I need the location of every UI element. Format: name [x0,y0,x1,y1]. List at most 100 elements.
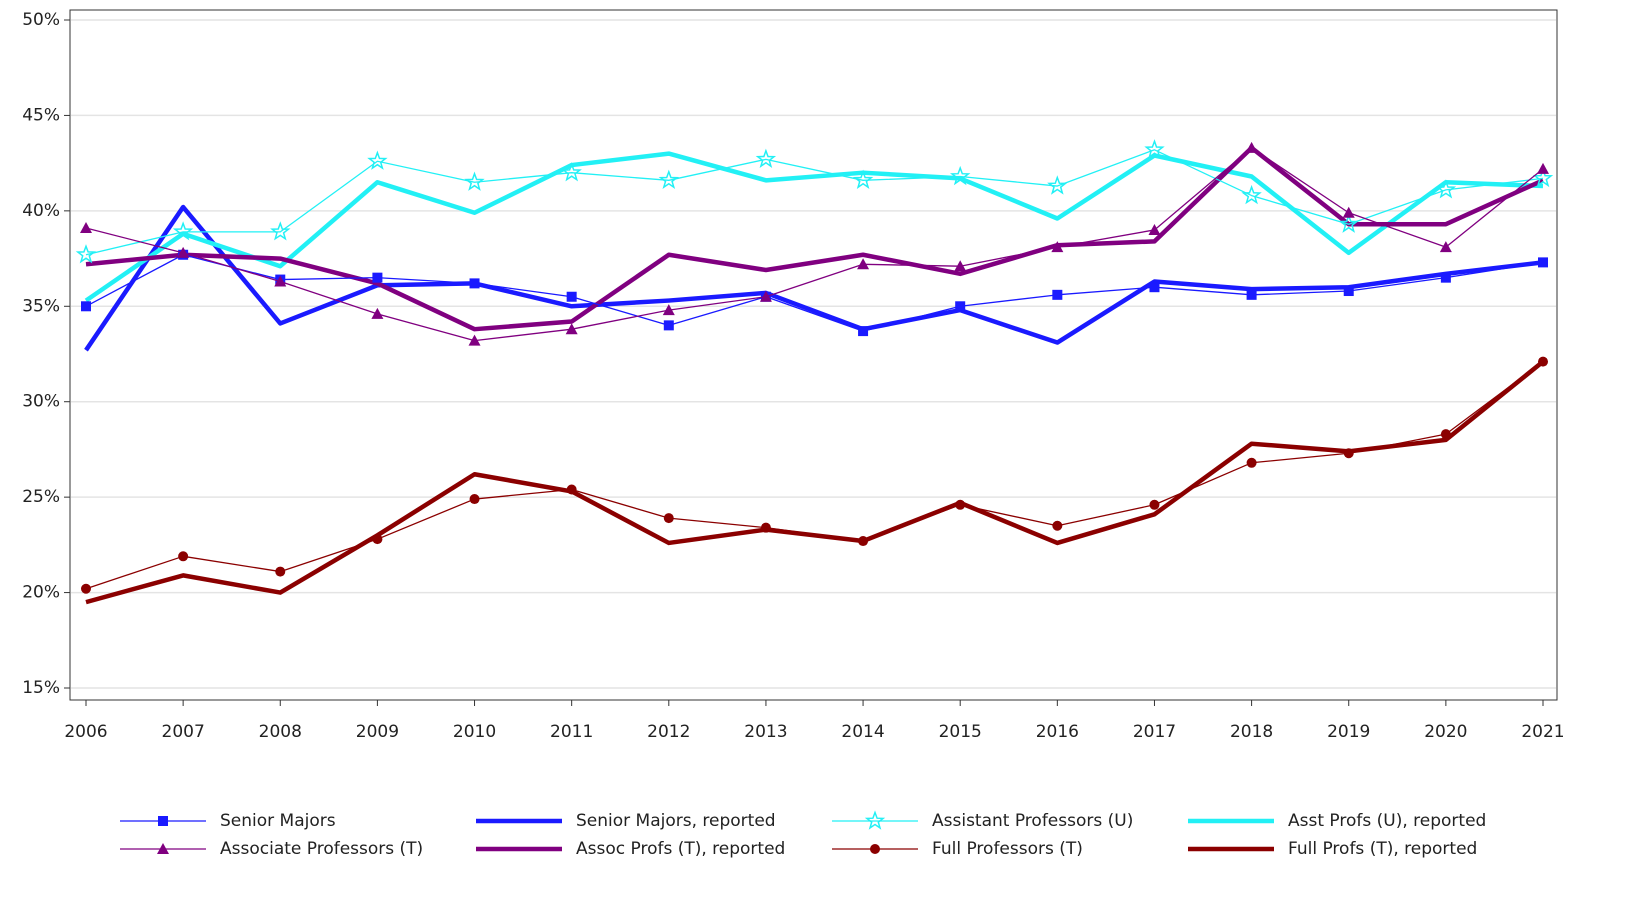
legend-label: Full Profs (T), reported [1288,839,1477,859]
legend-label: Senior Majors [220,811,336,831]
marker-star [172,221,194,241]
plot-frame [69,9,1558,701]
x-tick-label: 2020 [1424,722,1467,742]
marker-circle [372,534,383,545]
marker-star [1532,167,1554,188]
marker-triangle [468,334,481,346]
x-tick-label: 2021 [1521,722,1564,742]
legend-label: Asst Profs (U), reported [1288,811,1486,831]
series-line [85,361,1544,590]
x-tick-label: 2007 [162,722,205,742]
x-tick-label: 2019 [1327,722,1370,742]
marker-triangle [565,323,578,335]
marker-square [372,272,383,283]
series-line [85,254,1544,332]
x-tick-label: 2006 [64,722,107,742]
x-tick-label: 2017 [1133,722,1176,742]
marker-star [658,169,680,189]
marker-circle [760,522,771,533]
marker-circle [566,484,577,495]
marker-circle [275,566,286,577]
marker-square [955,301,966,312]
series-line [85,147,1544,342]
marker-square [1149,282,1160,293]
marker-triangle [1537,162,1549,174]
marker-star [270,221,291,241]
legend-label: Full Professors (T) [932,839,1083,859]
marker-circle [469,494,480,505]
marker-triangle [759,290,772,302]
marker-circle [1149,499,1160,510]
marker-circle [1440,429,1451,440]
marker-circle [178,551,189,562]
series-line-reported [84,204,1544,352]
y-tick-label: 25% [22,487,60,507]
series-line-reported [84,151,1544,303]
marker-square [1343,286,1354,297]
marker-triangle [1342,206,1355,218]
marker-circle [663,513,674,524]
x-tick-label: 2018 [1230,722,1273,742]
marker-star [864,810,886,830]
marker-square [1246,289,1257,300]
marker-star [75,244,97,264]
x-tick-label: 2008 [259,722,302,742]
y-tick-label: 30% [22,392,60,412]
x-tick-label: 2010 [453,722,496,742]
marker-triangle [1051,241,1064,253]
marker-triangle [954,260,967,272]
y-tick-label: 35% [22,296,60,316]
marker-triangle [371,307,384,319]
series-line-reported [85,145,1544,332]
marker-square [158,816,168,826]
marker-triangle [274,275,287,287]
marker-square [566,291,577,302]
x-tick-label: 2012 [647,722,690,742]
marker-star [1047,175,1068,195]
marker-star [755,148,777,168]
marker-circle [1343,448,1354,459]
marker-circle [870,844,880,854]
marker-star [949,165,971,186]
marker-square [663,320,674,331]
marker-triangle [662,304,675,316]
x-tick-label: 2013 [744,722,787,742]
marker-circle [1246,457,1257,468]
marker-circle [858,536,869,547]
x-tick-label: 2014 [841,722,884,742]
marker-triangle [857,258,870,270]
legend-label: Associate Professors (T) [220,839,423,859]
marker-square [858,326,869,337]
marker-square [81,301,91,312]
legend-label: Assoc Profs (T), reported [576,839,785,859]
x-tick-label: 2016 [1036,722,1079,742]
marker-triangle [177,246,190,258]
marker-triangle [1245,141,1258,153]
marker-circle [1538,356,1548,367]
marker-circle [81,583,91,594]
marker-star [1241,184,1262,205]
y-tick-label: 50% [22,10,60,30]
marker-star [852,169,874,189]
marker-square [469,278,480,289]
marker-triangle [1439,241,1452,253]
marker-circle [955,499,966,510]
legend-label: Assistant Professors (U) [932,811,1133,831]
marker-star [464,171,485,191]
x-tick-label: 2009 [356,722,399,742]
marker-square [1052,289,1063,300]
marker-star [561,161,582,182]
series-line-reported [85,359,1545,605]
series-line [85,149,1544,256]
legend-label: Senior Majors, reported [576,811,776,831]
marker-square [1538,257,1548,268]
marker-star [1338,213,1359,233]
marker-circle [1052,520,1063,531]
y-tick-label: 45% [22,105,60,125]
marker-triangle [80,222,92,234]
marker-triangle [157,843,169,854]
marker-triangle [1148,223,1161,235]
marker-star [367,150,388,170]
y-tick-label: 15% [22,678,60,698]
